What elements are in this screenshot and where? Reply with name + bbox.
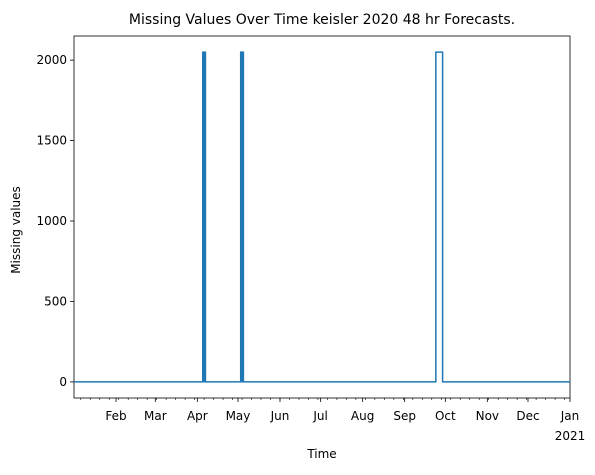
x-tick-label: Apr [187,409,208,423]
x-tick-label: Feb [105,409,126,423]
y-tick-label: 1500 [36,134,67,148]
x-tick-label: Sep [393,409,416,423]
y-axis-label: Missing values [9,186,23,274]
x-tick-label: Mar [144,409,167,423]
x-axis: Feb Mar Apr May Jun Jul Aug Sep Oct Nov Dec Jan 2021 [80,398,586,443]
y-axis: 0 500 1000 1500 2000 [36,53,74,389]
x-tick-label: Dec [516,409,539,423]
y-tick-label: 500 [44,294,67,308]
x-tick-label: May [226,409,251,423]
chart-title: Missing Values Over Time keisler 2020 48… [129,12,515,28]
y-tick-label: 1000 [36,214,67,228]
x-axis-label: Time [306,447,336,461]
x-tick-label: Oct [435,409,456,423]
series-line [74,51,570,383]
plot-area [73,35,571,399]
y-tick-label: 2000 [36,53,67,67]
x-tick-label: Aug [351,409,374,423]
x-tick-label: Jan [560,409,580,423]
x-tick-sublabel: 2021 [555,429,586,443]
x-tick-label: Jul [312,409,327,423]
x-tick-label: Nov [476,409,499,423]
x-tick-label: Jun [270,409,290,423]
plot-frame [73,35,571,399]
series-layer [74,51,570,383]
y-tick-label: 0 [59,375,67,389]
